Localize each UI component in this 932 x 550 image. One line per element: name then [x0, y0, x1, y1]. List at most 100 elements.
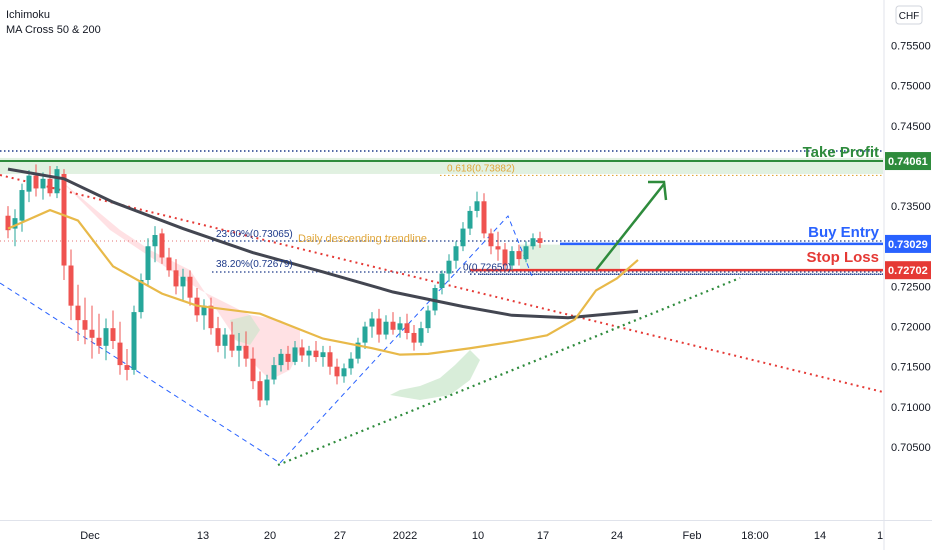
- candle-body[interactable]: [12, 218, 18, 229]
- currency-badge-label[interactable]: CHF: [899, 11, 920, 22]
- candle-body[interactable]: [516, 251, 522, 260]
- candle-body[interactable]: [460, 228, 466, 247]
- candle-body[interactable]: [145, 246, 151, 280]
- candle-body[interactable]: [320, 352, 326, 358]
- fib-label: 0(0.72650): [463, 262, 511, 273]
- candle-body[interactable]: [509, 251, 515, 266]
- candle-body[interactable]: [26, 175, 32, 192]
- candle-body[interactable]: [327, 352, 333, 367]
- candle-body[interactable]: [292, 347, 298, 362]
- candle-body[interactable]: [390, 321, 396, 330]
- candle-body[interactable]: [341, 368, 347, 377]
- candle-body[interactable]: [334, 366, 340, 377]
- price-tick-label: 0.73500: [891, 201, 931, 213]
- candle-body[interactable]: [257, 381, 263, 401]
- candle-body[interactable]: [404, 323, 410, 333]
- candle-body[interactable]: [89, 329, 95, 338]
- candle-body[interactable]: [215, 328, 221, 346]
- candle-body[interactable]: [285, 353, 291, 362]
- candle-body[interactable]: [54, 169, 60, 194]
- candle-body[interactable]: [411, 332, 417, 343]
- candle-body[interactable]: [75, 305, 81, 321]
- candle-body[interactable]: [229, 334, 235, 351]
- candle-body[interactable]: [313, 350, 319, 358]
- price-axis-layer: 0.755000.750000.745000.740000.735000.730…: [885, 5, 931, 454]
- candle-body[interactable]: [418, 328, 424, 343]
- candle-body[interactable]: [166, 257, 172, 271]
- time-tick-label: 20: [264, 530, 276, 542]
- candle-body[interactable]: [243, 345, 249, 359]
- candle-body[interactable]: [138, 279, 144, 313]
- candle-body[interactable]: [19, 190, 25, 221]
- candle-body[interactable]: [5, 215, 11, 231]
- candle-body[interactable]: [40, 178, 46, 189]
- candle-body[interactable]: [299, 347, 305, 356]
- candle-body[interactable]: [537, 238, 543, 244]
- take-profit-label: Take Profit: [803, 144, 879, 161]
- candles-layer: [5, 164, 543, 407]
- candle-body[interactable]: [502, 249, 508, 266]
- fib-label: 0.618(0.73882): [447, 163, 515, 174]
- time-tick-label: 1: [877, 530, 883, 542]
- candle-body[interactable]: [152, 235, 158, 247]
- ma50-line[interactable]: [7, 208, 639, 356]
- candle-body[interactable]: [425, 310, 431, 329]
- ma200-line[interactable]: [7, 167, 639, 320]
- candle-body[interactable]: [383, 321, 389, 335]
- candle-body[interactable]: [159, 233, 165, 258]
- candle-body[interactable]: [47, 178, 53, 194]
- candle-body[interactable]: [278, 353, 284, 366]
- candle-body[interactable]: [467, 210, 473, 229]
- candle-body[interactable]: [103, 328, 109, 346]
- candle-body[interactable]: [376, 318, 382, 335]
- candle-body[interactable]: [495, 246, 501, 250]
- price-tick-label: 0.70500: [891, 442, 931, 454]
- currency-badge[interactable]: [895, 5, 923, 25]
- candle-body[interactable]: [131, 312, 137, 370]
- candle-body[interactable]: [61, 173, 67, 266]
- candle-body[interactable]: [110, 328, 116, 342]
- projection-arrow-head[interactable]: [648, 180, 668, 201]
- candle-body[interactable]: [117, 342, 123, 366]
- harmonic-pattern-lines[interactable]: [0, 215, 533, 464]
- candle-body[interactable]: [124, 365, 130, 370]
- legend-ichimoku[interactable]: Ichimoku: [6, 9, 51, 21]
- candle-body[interactable]: [355, 342, 361, 359]
- ascending-support-trendline[interactable]: [277, 276, 741, 467]
- candle-body[interactable]: [96, 337, 102, 346]
- candle-body[interactable]: [397, 323, 403, 330]
- candle-body[interactable]: [33, 175, 39, 189]
- candle-body[interactable]: [264, 379, 270, 401]
- candle-body[interactable]: [348, 358, 354, 369]
- candle-body[interactable]: [362, 326, 368, 343]
- candle-body[interactable]: [530, 238, 536, 247]
- legend-ma-cross[interactable]: MA Cross 50 & 200: [6, 24, 101, 36]
- candle-body[interactable]: [250, 358, 256, 382]
- stop-loss-price-label-bg: [885, 261, 931, 280]
- candle-body[interactable]: [523, 246, 529, 260]
- candle-body[interactable]: [453, 246, 459, 261]
- candle-body[interactable]: [439, 273, 445, 289]
- candle-body[interactable]: [68, 265, 74, 306]
- candle-body[interactable]: [82, 320, 88, 330]
- stop-loss-price-label: 0.72702: [888, 265, 928, 277]
- candle-body[interactable]: [201, 305, 207, 316]
- candle-body[interactable]: [236, 345, 242, 351]
- buy-entry-label: Buy Entry: [808, 224, 880, 241]
- take-profit-price-label: 0.74061: [888, 156, 928, 168]
- projection-arrow-line[interactable]: [595, 183, 665, 271]
- candle-body[interactable]: [446, 260, 452, 274]
- candle-body[interactable]: [481, 201, 487, 234]
- candle-body[interactable]: [180, 276, 186, 287]
- candle-body[interactable]: [173, 270, 179, 287]
- candle-body[interactable]: [488, 233, 494, 247]
- candle-body[interactable]: [222, 334, 228, 346]
- candle-body[interactable]: [306, 350, 312, 356]
- candle-body[interactable]: [271, 365, 277, 380]
- candle-body[interactable]: [208, 305, 214, 329]
- candle-body[interactable]: [187, 276, 193, 298]
- candle-body[interactable]: [474, 201, 480, 211]
- descending-trendline[interactable]: [0, 174, 884, 393]
- candle-body[interactable]: [369, 318, 375, 327]
